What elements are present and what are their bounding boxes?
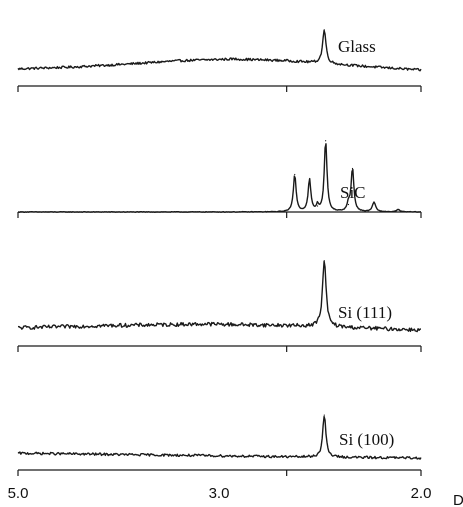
x-tick-label-2: 2.0	[411, 485, 432, 502]
series-line-1	[17, 143, 422, 213]
series-label-si100: Si (100)	[339, 430, 394, 449]
x-tick-label-3: 3.0	[209, 485, 230, 502]
series-line-2	[17, 260, 422, 333]
series-label-si111: Si (111)	[338, 303, 392, 322]
peak-point-1-0	[294, 173, 296, 176]
panel-3	[17, 414, 422, 476]
panel-2	[17, 260, 422, 352]
panel-1	[17, 140, 422, 218]
series-label-sic: SiC	[340, 183, 366, 202]
peak-point-1-6	[373, 201, 375, 203]
peak-point-1-1	[308, 179, 311, 181]
series-line-0	[17, 29, 422, 72]
peak-point-1-4	[347, 203, 350, 206]
peak-point-1-5	[351, 167, 354, 170]
x-axis-label: D	[453, 492, 463, 507]
x-tick-label-5: 5.0	[8, 485, 29, 502]
peak-point-1-7	[397, 209, 399, 211]
series-line-3	[17, 415, 422, 460]
panel-0	[17, 29, 422, 92]
series-labels: Glass SiC Si (111) Si (100)	[338, 37, 394, 449]
peak-point-1-2	[316, 205, 319, 207]
peak-point-1-3	[325, 140, 327, 142]
peak-point-2-0	[323, 260, 325, 262]
panels	[17, 29, 422, 476]
peak-point-0-0	[323, 29, 325, 31]
x-axis-tick-labels: 5.0 3.0 2.0 D	[8, 485, 463, 507]
peak-point-3-0	[323, 414, 325, 416]
series-label-glass: Glass	[338, 37, 376, 56]
